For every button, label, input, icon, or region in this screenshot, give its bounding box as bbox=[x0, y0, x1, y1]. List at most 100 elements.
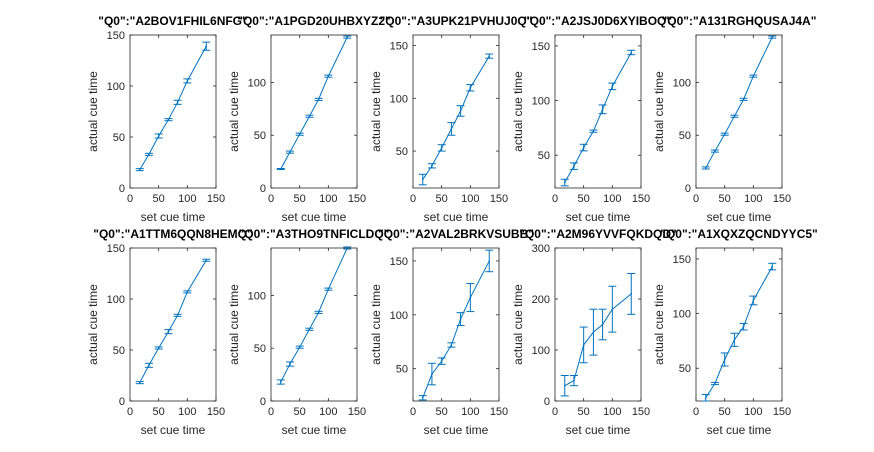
y-tick-label: 0 bbox=[260, 396, 266, 408]
y-tick-label: 150 bbox=[107, 243, 125, 255]
data-point bbox=[723, 133, 726, 135]
y-tick-label: 100 bbox=[390, 93, 408, 105]
y-tick-label: 100 bbox=[107, 294, 125, 306]
error-bar bbox=[437, 144, 446, 152]
x-tick-label: 50 bbox=[719, 193, 731, 205]
error-bar bbox=[135, 381, 144, 385]
y-tick-label: 100 bbox=[673, 309, 691, 321]
error-bar bbox=[466, 84, 475, 92]
error-bar bbox=[285, 150, 294, 154]
x-tick-label: 0 bbox=[552, 193, 558, 205]
error-bar bbox=[710, 381, 719, 386]
error-bar bbox=[730, 114, 739, 118]
data-point bbox=[733, 339, 736, 341]
subplot-title: "Q0":"A1TTM6QQN8HEMQ" bbox=[93, 227, 252, 241]
error-bar bbox=[720, 132, 729, 136]
error-bar bbox=[164, 118, 173, 122]
data-point bbox=[611, 85, 614, 88]
data-point bbox=[138, 168, 141, 171]
axes-box bbox=[412, 34, 500, 189]
y-tick-label: 100 bbox=[532, 96, 550, 108]
data-point bbox=[459, 110, 462, 112]
error-bar bbox=[579, 326, 588, 364]
data-point bbox=[752, 299, 755, 302]
error-bar bbox=[427, 362, 436, 386]
subplot-title: "Q0":"A2VAL2BRKVSUBB" bbox=[378, 227, 534, 241]
x-tick-label: 50 bbox=[153, 406, 165, 418]
x-tick-label: 50 bbox=[436, 406, 448, 418]
y-tick-label: 150 bbox=[673, 254, 691, 266]
data-point bbox=[601, 108, 604, 111]
x-tick-label: 50 bbox=[578, 406, 590, 418]
y-tick-label: 50 bbox=[254, 343, 266, 355]
x-tick-label: 0 bbox=[127, 406, 133, 418]
data-point bbox=[601, 323, 604, 326]
y-axis-label: actual cue time bbox=[511, 284, 525, 365]
error-bar bbox=[418, 395, 427, 401]
error-bar bbox=[447, 122, 456, 136]
x-tick-label: 0 bbox=[693, 406, 699, 418]
data-point bbox=[431, 373, 433, 375]
data-point bbox=[573, 165, 575, 167]
error-bar bbox=[456, 312, 465, 327]
data-point bbox=[742, 325, 745, 328]
data-point bbox=[431, 165, 433, 167]
subplot-5: 0 50 100 150 0 50 100 set cue time actual cue ti… bbox=[652, 14, 816, 224]
data-point bbox=[714, 150, 716, 152]
error-bar bbox=[749, 74, 758, 78]
error-bar bbox=[276, 167, 285, 171]
data-point bbox=[186, 291, 189, 293]
data-point bbox=[205, 259, 208, 262]
data-point bbox=[346, 36, 349, 38]
data-point bbox=[148, 364, 150, 367]
error-bar bbox=[627, 49, 636, 56]
x-tick-label: 0 bbox=[693, 193, 699, 205]
data-point bbox=[186, 80, 189, 82]
x-axis-label: set cue time bbox=[141, 210, 206, 224]
error-bar bbox=[608, 285, 617, 333]
y-axis-label: actual cue time bbox=[86, 71, 100, 152]
x-tick-label: 150 bbox=[348, 193, 366, 205]
x-axis-label: set cue time bbox=[424, 423, 489, 437]
error-bar bbox=[144, 362, 153, 368]
error-bar bbox=[739, 322, 748, 331]
y-tick-label: 100 bbox=[107, 81, 125, 93]
error-bar bbox=[447, 342, 456, 348]
data-point bbox=[704, 396, 707, 399]
axes-box bbox=[695, 34, 783, 189]
data-point bbox=[421, 396, 424, 399]
y-tick-label: 100 bbox=[248, 290, 266, 302]
y-axis-label: actual cue time bbox=[227, 284, 241, 365]
error-bar bbox=[202, 258, 211, 262]
data-point bbox=[308, 328, 311, 331]
data-point bbox=[582, 146, 585, 149]
error-bar bbox=[598, 308, 607, 341]
error-bar bbox=[305, 327, 314, 331]
x-tick-label: 150 bbox=[348, 406, 366, 418]
data-point bbox=[308, 115, 311, 118]
error-bar bbox=[427, 163, 436, 169]
x-axis-label: set cue time bbox=[707, 210, 772, 224]
error-bar bbox=[466, 283, 475, 313]
data-point bbox=[733, 115, 736, 118]
error-bar bbox=[579, 143, 588, 152]
x-axis-label: set cue time bbox=[424, 210, 489, 224]
error-bar bbox=[324, 287, 333, 291]
y-tick-label: 50 bbox=[113, 132, 125, 144]
error-bar bbox=[560, 178, 569, 187]
y-tick-label: 100 bbox=[248, 77, 266, 89]
error-bar bbox=[701, 166, 710, 170]
data-point bbox=[176, 101, 179, 104]
error-bar bbox=[164, 329, 173, 335]
data-point bbox=[630, 51, 633, 54]
y-tick-label: 0 bbox=[260, 183, 266, 195]
axes-box bbox=[554, 247, 642, 402]
subplot-title: "Q0":"A1XQXZQCNDYYC5" bbox=[660, 227, 817, 241]
error-bar bbox=[589, 129, 598, 133]
error-bar bbox=[154, 346, 163, 350]
error-bar bbox=[183, 78, 192, 84]
error-bar bbox=[710, 149, 719, 153]
axes-box bbox=[412, 247, 500, 402]
y-tick-label: 0 bbox=[119, 183, 125, 195]
